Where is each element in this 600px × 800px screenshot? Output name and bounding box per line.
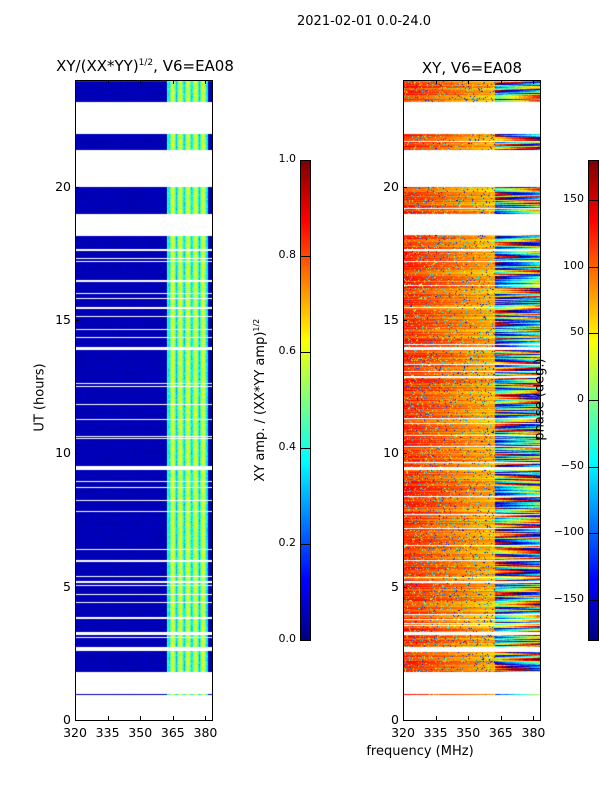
x-tick-label: 380 bbox=[521, 725, 546, 740]
x-tick-label: 350 bbox=[456, 725, 481, 740]
amp-colorbar-tick bbox=[300, 256, 310, 257]
x-tick-mark bbox=[172, 716, 174, 720]
x-tick-mark-top bbox=[140, 80, 142, 84]
amplitude-colorbar-label: XY amp. / (XX*YY amp)1/2 bbox=[252, 300, 268, 500]
phase-colorbar-tick bbox=[588, 466, 598, 468]
x-tick-mark bbox=[500, 716, 502, 720]
amp-colorbar-tick-label: 0.0 bbox=[278, 632, 297, 645]
x-tick-mark bbox=[107, 716, 109, 720]
y-tick-mark bbox=[75, 586, 79, 588]
amplitude-colorbar bbox=[300, 160, 310, 640]
amplitude-colorbar-frame bbox=[300, 160, 311, 641]
x-tick-mark-top bbox=[107, 80, 109, 84]
y-tick-mark bbox=[75, 453, 79, 455]
y-tick-label: 0 bbox=[63, 712, 71, 727]
y-tick-mark bbox=[75, 186, 79, 188]
phase-colorbar-tick-label: 100 bbox=[563, 258, 584, 272]
left-title-tail: , V6=EA08 bbox=[153, 57, 234, 75]
amp-colorbar-tick bbox=[300, 544, 310, 545]
y-tick-label: 5 bbox=[391, 578, 399, 594]
x-tick-mark-top bbox=[205, 80, 207, 84]
phase-colorbar-tick-label: −50 bbox=[560, 458, 584, 472]
amp-colorbar-tick-label: 0.8 bbox=[278, 248, 297, 261]
phase-heatmap bbox=[403, 80, 540, 720]
x-tick-label: 365 bbox=[160, 725, 185, 740]
x-tick-mark bbox=[140, 716, 142, 720]
phase-colorbar-tick bbox=[588, 200, 598, 201]
y-tick-label: 15 bbox=[55, 312, 71, 327]
amp-colorbar-tick bbox=[300, 448, 310, 449]
right-axes-frame bbox=[403, 80, 541, 721]
x-tick-mark bbox=[468, 716, 470, 720]
phase-colorbar-tick bbox=[588, 266, 598, 268]
amp-colorbar-tick-label: 0.2 bbox=[278, 536, 297, 549]
y-tick-label: 20 bbox=[383, 178, 399, 194]
left-y-axis-label: UT (hours) bbox=[32, 363, 48, 432]
y-tick-mark bbox=[403, 586, 407, 588]
amp-cbar-label-main: XY amp. / (XX*YY amp) bbox=[253, 331, 269, 482]
y-tick-mark bbox=[75, 320, 79, 321]
phase-colorbar-tick-label: −150 bbox=[553, 592, 584, 605]
y-tick-label: 5 bbox=[63, 578, 71, 594]
phase-colorbar-tick bbox=[588, 600, 598, 601]
y-tick-label: 10 bbox=[383, 445, 399, 461]
phase-colorbar-tick-label: 50 bbox=[570, 325, 584, 339]
x-tick-mark-top bbox=[533, 80, 535, 84]
amp-cbar-label-sup: 1/2 bbox=[251, 318, 261, 332]
x-tick-mark-top bbox=[403, 80, 404, 84]
amp-colorbar-tick-label: 1.0 bbox=[278, 152, 297, 165]
amp-colorbar-tick bbox=[300, 160, 310, 161]
x-tick-mark-top bbox=[500, 80, 502, 84]
x-tick-mark bbox=[533, 716, 535, 720]
right-plot-title: XY, V6=EA08 bbox=[421, 59, 523, 77]
x-tick-mark-top bbox=[75, 80, 76, 84]
x-tick-mark bbox=[205, 716, 207, 720]
x-tick-mark bbox=[435, 716, 437, 720]
amplitude-heatmap bbox=[75, 80, 212, 720]
phase-colorbar-tick-label: 150 bbox=[563, 192, 584, 205]
suptitle: 2021-02-01 0.0-24.0 bbox=[297, 14, 431, 29]
x-tick-mark bbox=[403, 716, 404, 720]
amp-colorbar-tick bbox=[300, 640, 310, 641]
x-tick-label: 335 bbox=[95, 725, 120, 740]
x-tick-label: 350 bbox=[128, 725, 153, 740]
left-axes-frame bbox=[75, 80, 213, 721]
phase-colorbar-tick bbox=[588, 533, 598, 535]
x-tick-label: 335 bbox=[423, 725, 448, 740]
x-tick-label: 380 bbox=[193, 725, 218, 740]
phase-colorbar-tick bbox=[588, 400, 598, 401]
y-tick-mark bbox=[403, 453, 407, 455]
amp-colorbar-tick-label: 0.6 bbox=[278, 344, 297, 357]
left-title-main: XY/(XX*YY) bbox=[56, 57, 139, 75]
x-tick-mark-top bbox=[468, 80, 470, 84]
y-tick-mark bbox=[403, 186, 407, 188]
y-tick-label: 20 bbox=[55, 178, 71, 194]
phase-colorbar-tick bbox=[588, 333, 598, 335]
x-tick-mark bbox=[75, 716, 76, 720]
y-tick-label: 10 bbox=[55, 445, 71, 461]
phase-colorbar-tick-label: 0 bbox=[577, 392, 584, 405]
x-tick-label: 320 bbox=[63, 725, 87, 740]
amp-colorbar-tick bbox=[300, 352, 310, 353]
x-tick-mark-top bbox=[172, 80, 174, 84]
phase-colorbar-tick-label: −100 bbox=[553, 525, 584, 539]
x-tick-mark-top bbox=[435, 80, 437, 84]
x-tick-label: 320 bbox=[391, 725, 415, 740]
y-tick-mark bbox=[403, 320, 407, 321]
x-tick-label: 365 bbox=[488, 725, 513, 740]
y-tick-mark bbox=[75, 720, 79, 721]
y-tick-mark bbox=[403, 720, 407, 721]
left-plot-title: XY/(XX*YY)1/2, V6=EA08 bbox=[40, 57, 250, 75]
y-tick-label: 0 bbox=[391, 712, 399, 727]
y-tick-label: 15 bbox=[383, 312, 399, 327]
phase-colorbar-label: phase (deg.) bbox=[532, 358, 548, 441]
left-title-sup: 1/2 bbox=[138, 58, 154, 68]
x-axis-label: frequency (MHz) bbox=[366, 744, 474, 759]
amp-colorbar-tick-label: 0.4 bbox=[278, 440, 297, 453]
